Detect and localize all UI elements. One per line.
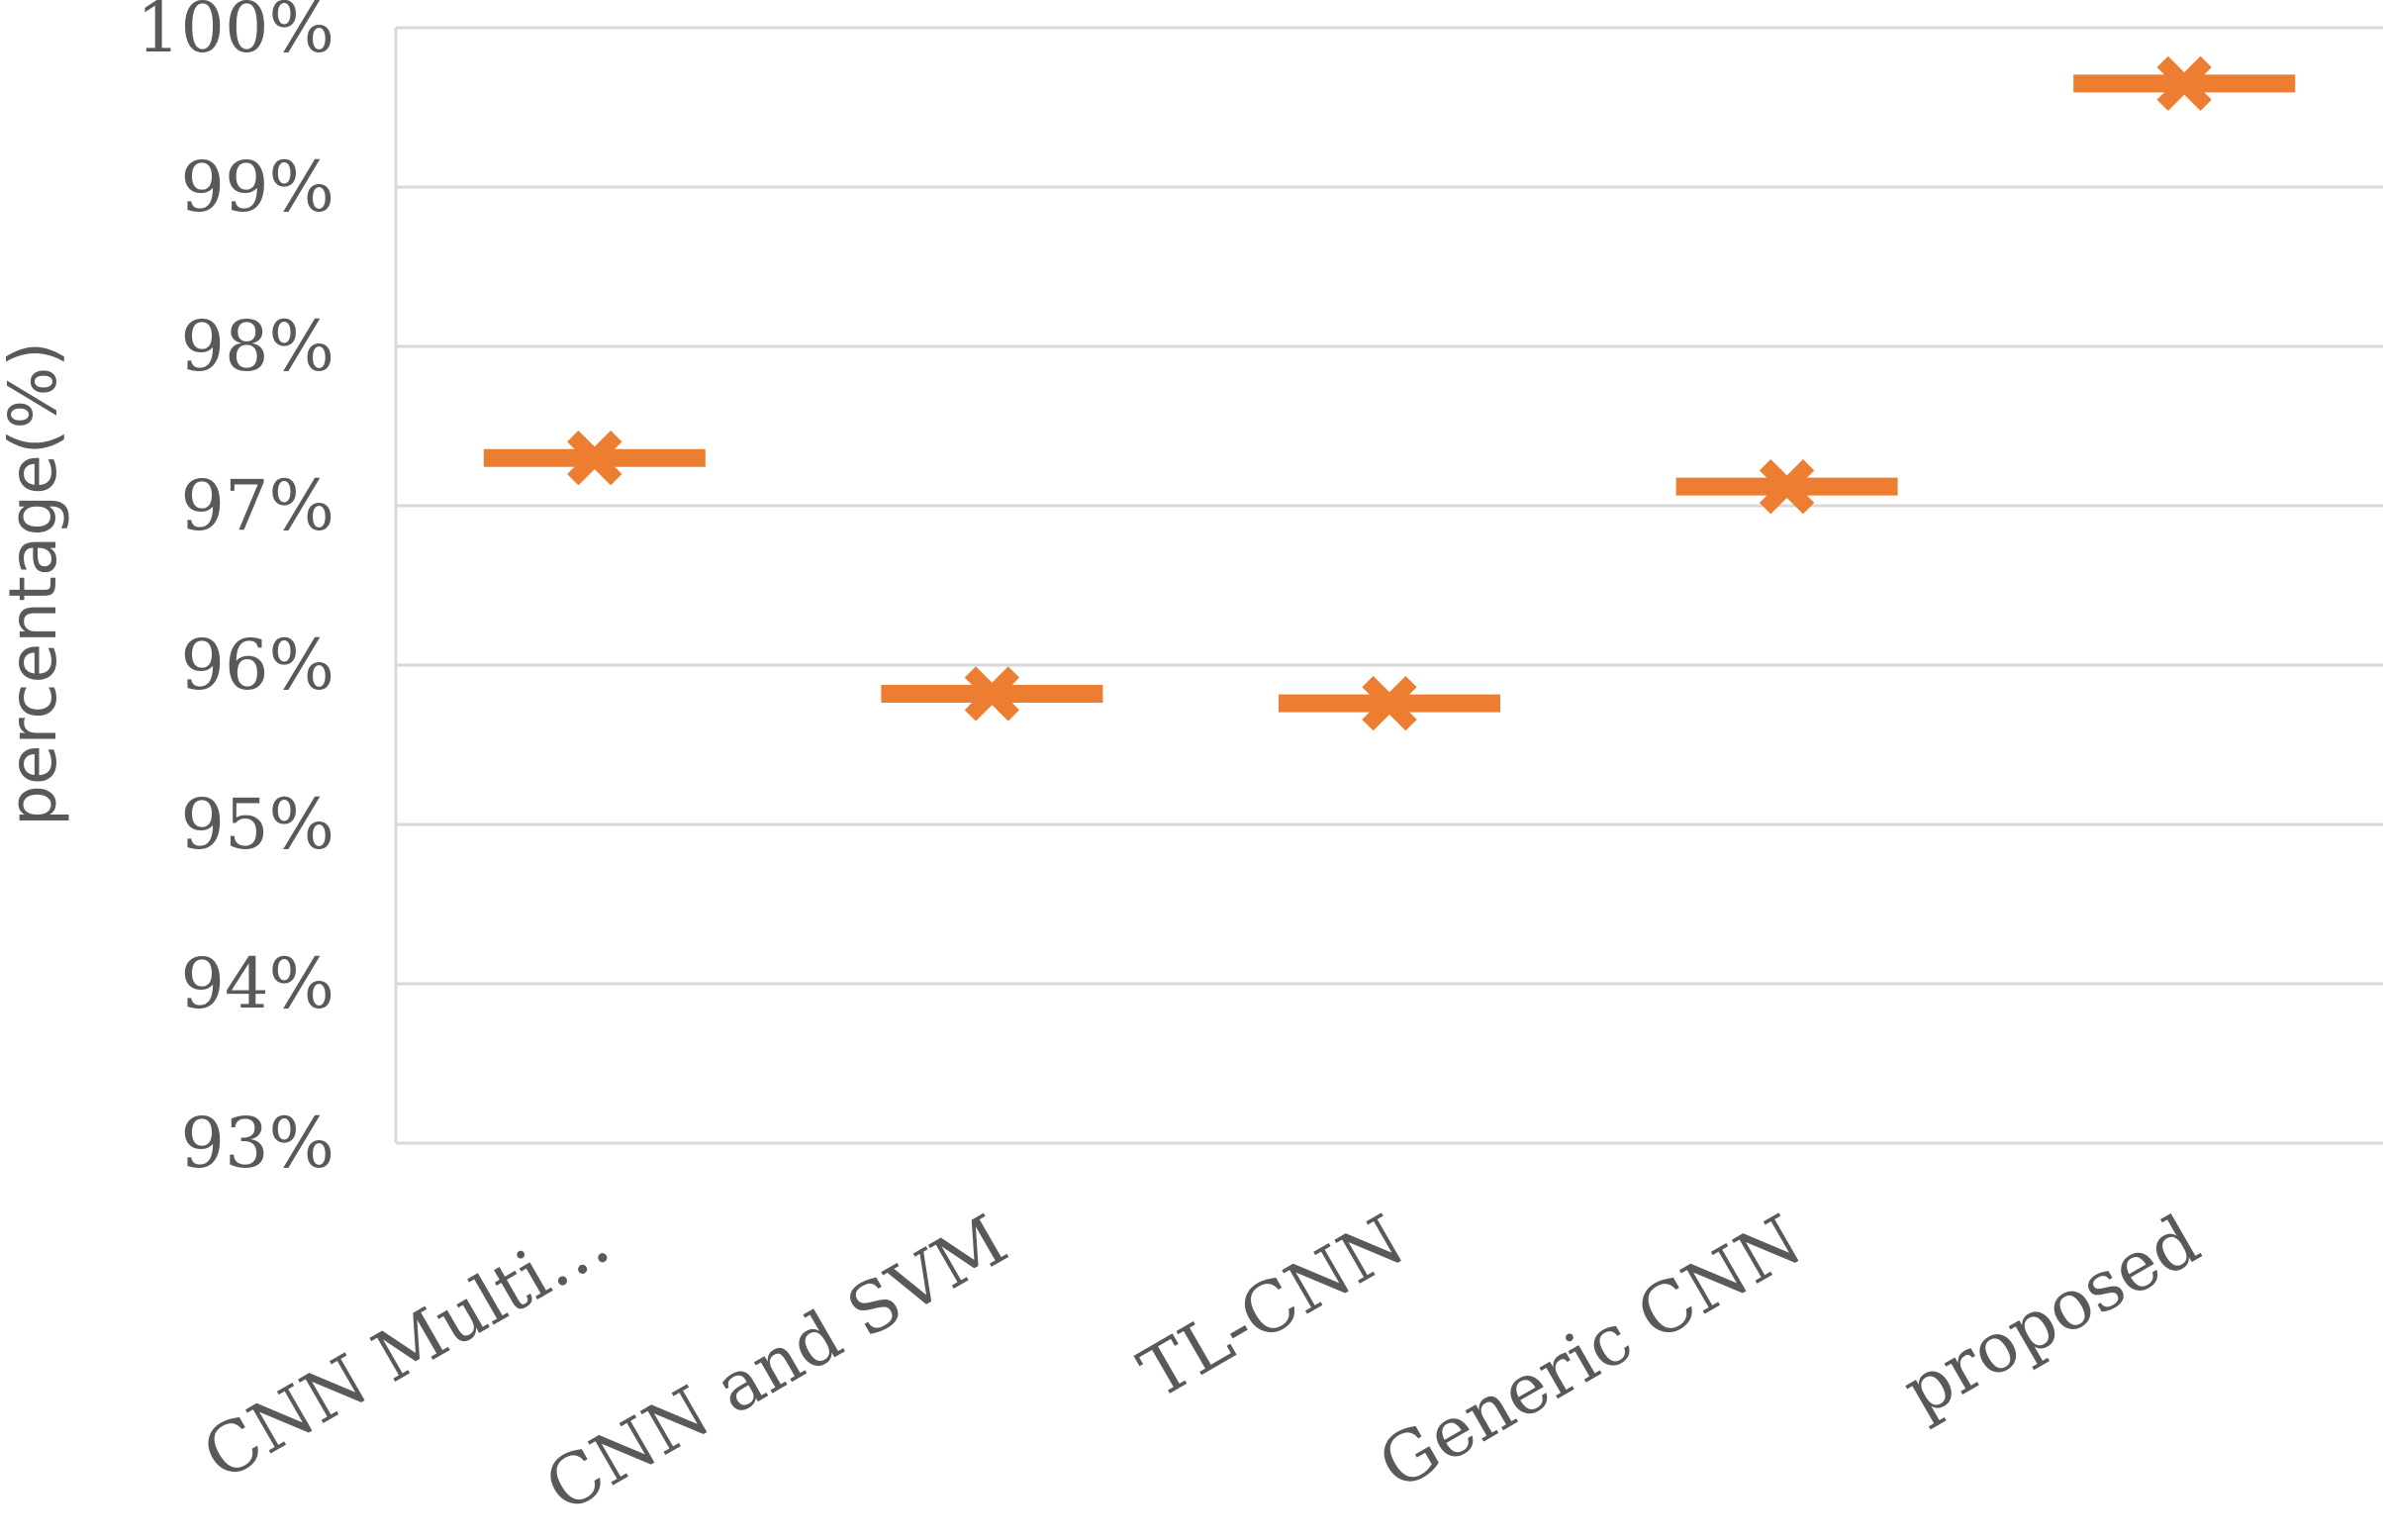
y-tick-label: 96% bbox=[180, 625, 334, 706]
y-tick-labels: 93% 94% 95% 96% 97% 98% 99% 100% bbox=[137, 0, 334, 1184]
x-tick-label: TL-CNN bbox=[1126, 1200, 1418, 1414]
data-x-marker-stroke bbox=[567, 431, 622, 486]
y-tick-label: 97% bbox=[180, 465, 334, 546]
data-x-marker-stroke bbox=[1759, 459, 1815, 515]
data-x-marker-stroke bbox=[2156, 55, 2212, 112]
data-point bbox=[2073, 55, 2296, 112]
y-tick-label: 93% bbox=[180, 1103, 334, 1184]
data-point bbox=[1675, 459, 1898, 515]
grid-lines bbox=[394, 26, 2383, 1145]
y-tick-label: 98% bbox=[180, 306, 334, 387]
y-tick-label: 100% bbox=[137, 0, 334, 68]
x-tick-label: Generic CNN bbox=[1366, 1200, 1815, 1506]
data-point bbox=[881, 666, 1103, 722]
y-tick-label: 94% bbox=[180, 943, 334, 1024]
y-axis-title: percentage(%) bbox=[0, 341, 71, 826]
data-x-marker-stroke bbox=[1362, 675, 1417, 731]
y-tick-label: 99% bbox=[180, 146, 334, 228]
data-x-marker-stroke bbox=[964, 666, 1020, 722]
data-point bbox=[1279, 675, 1500, 731]
data-marks bbox=[483, 55, 2296, 731]
x-tick-label: proposed bbox=[1889, 1200, 2212, 1433]
y-tick-label: 95% bbox=[180, 784, 334, 865]
data-point bbox=[483, 431, 706, 486]
